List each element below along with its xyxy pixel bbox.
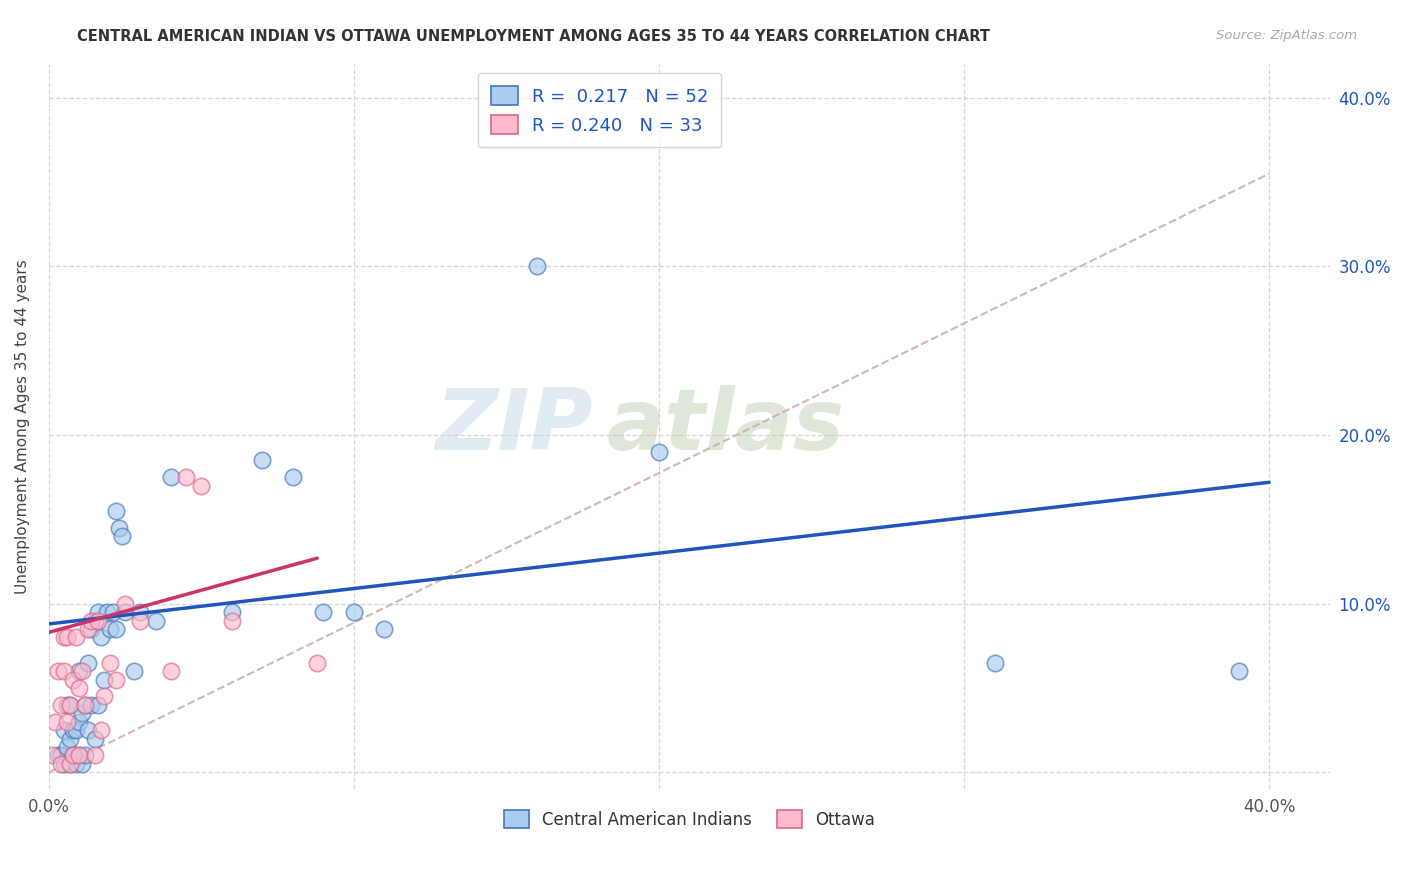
Point: [49, 756, 72, 771]
Point: [46, 664, 69, 678]
Point: [80, 622, 103, 636]
Point: [104, 504, 127, 518]
Point: [145, 614, 167, 628]
Point: [62, 723, 84, 738]
Point: [44, 714, 66, 729]
Point: [86, 614, 108, 628]
Point: [77, 656, 100, 670]
Point: [129, 614, 152, 628]
Point: [90, 723, 112, 738]
Point: [65, 723, 87, 738]
Point: [65, 631, 87, 645]
Point: [49, 748, 72, 763]
Point: [75, 748, 97, 763]
Point: [67, 748, 90, 763]
Point: [159, 470, 181, 484]
Point: [62, 748, 84, 763]
Point: [159, 664, 181, 678]
Point: [72, 756, 94, 771]
Point: [86, 698, 108, 712]
Point: [93, 673, 115, 687]
Point: [59, 698, 82, 712]
Point: [75, 698, 97, 712]
Point: [46, 748, 69, 763]
Text: atlas: atlas: [606, 385, 844, 468]
Point: [56, 740, 79, 755]
Point: [53, 723, 76, 738]
Point: [83, 614, 105, 628]
Point: [62, 673, 84, 687]
Point: [122, 664, 145, 678]
Point: [56, 698, 79, 712]
Point: [526, 260, 548, 274]
Point: [101, 605, 124, 619]
Text: CENTRAL AMERICAN INDIAN VS OTTAWA UNEMPLOYMENT AMONG AGES 35 TO 44 YEARS CORRELA: CENTRAL AMERICAN INDIAN VS OTTAWA UNEMPL…: [77, 29, 990, 45]
Point: [114, 597, 136, 611]
Point: [67, 714, 90, 729]
Point: [77, 723, 100, 738]
Y-axis label: Unemployment Among Ages 35 to 44 years: Unemployment Among Ages 35 to 44 years: [15, 260, 30, 594]
Point: [67, 664, 90, 678]
Point: [53, 631, 76, 645]
Point: [221, 614, 243, 628]
Point: [343, 605, 366, 619]
Point: [86, 605, 108, 619]
Point: [1227, 664, 1250, 678]
Point: [83, 748, 105, 763]
Point: [98, 656, 121, 670]
Point: [252, 453, 274, 467]
Point: [983, 656, 1005, 670]
Point: [174, 470, 197, 484]
Point: [104, 673, 127, 687]
Point: [49, 698, 72, 712]
Point: [80, 698, 103, 712]
Point: [108, 521, 131, 535]
Point: [59, 731, 82, 746]
Point: [62, 748, 84, 763]
Point: [190, 478, 212, 492]
Point: [67, 681, 90, 695]
Point: [53, 664, 76, 678]
Point: [312, 605, 335, 619]
Point: [281, 470, 304, 484]
Point: [67, 748, 90, 763]
Point: [59, 756, 82, 771]
Point: [111, 529, 134, 543]
Point: [80, 614, 103, 628]
Point: [90, 631, 112, 645]
Point: [56, 714, 79, 729]
Point: [114, 605, 136, 619]
Point: [98, 622, 121, 636]
Point: [53, 756, 76, 771]
Point: [59, 756, 82, 771]
Point: [129, 605, 152, 619]
Text: ZIP: ZIP: [436, 385, 593, 468]
Point: [373, 622, 395, 636]
Point: [75, 698, 97, 712]
Text: Source: ZipAtlas.com: Source: ZipAtlas.com: [1216, 29, 1357, 43]
Point: [59, 698, 82, 712]
Point: [83, 731, 105, 746]
Point: [93, 690, 115, 704]
Point: [648, 445, 671, 459]
Point: [41, 748, 63, 763]
Point: [221, 605, 243, 619]
Point: [72, 664, 94, 678]
Point: [307, 656, 329, 670]
Point: [96, 605, 118, 619]
Point: [65, 756, 87, 771]
Legend: Central American Indians, Ottawa: Central American Indians, Ottawa: [498, 804, 882, 835]
Point: [56, 631, 79, 645]
Point: [77, 622, 100, 636]
Point: [104, 622, 127, 636]
Point: [72, 706, 94, 721]
